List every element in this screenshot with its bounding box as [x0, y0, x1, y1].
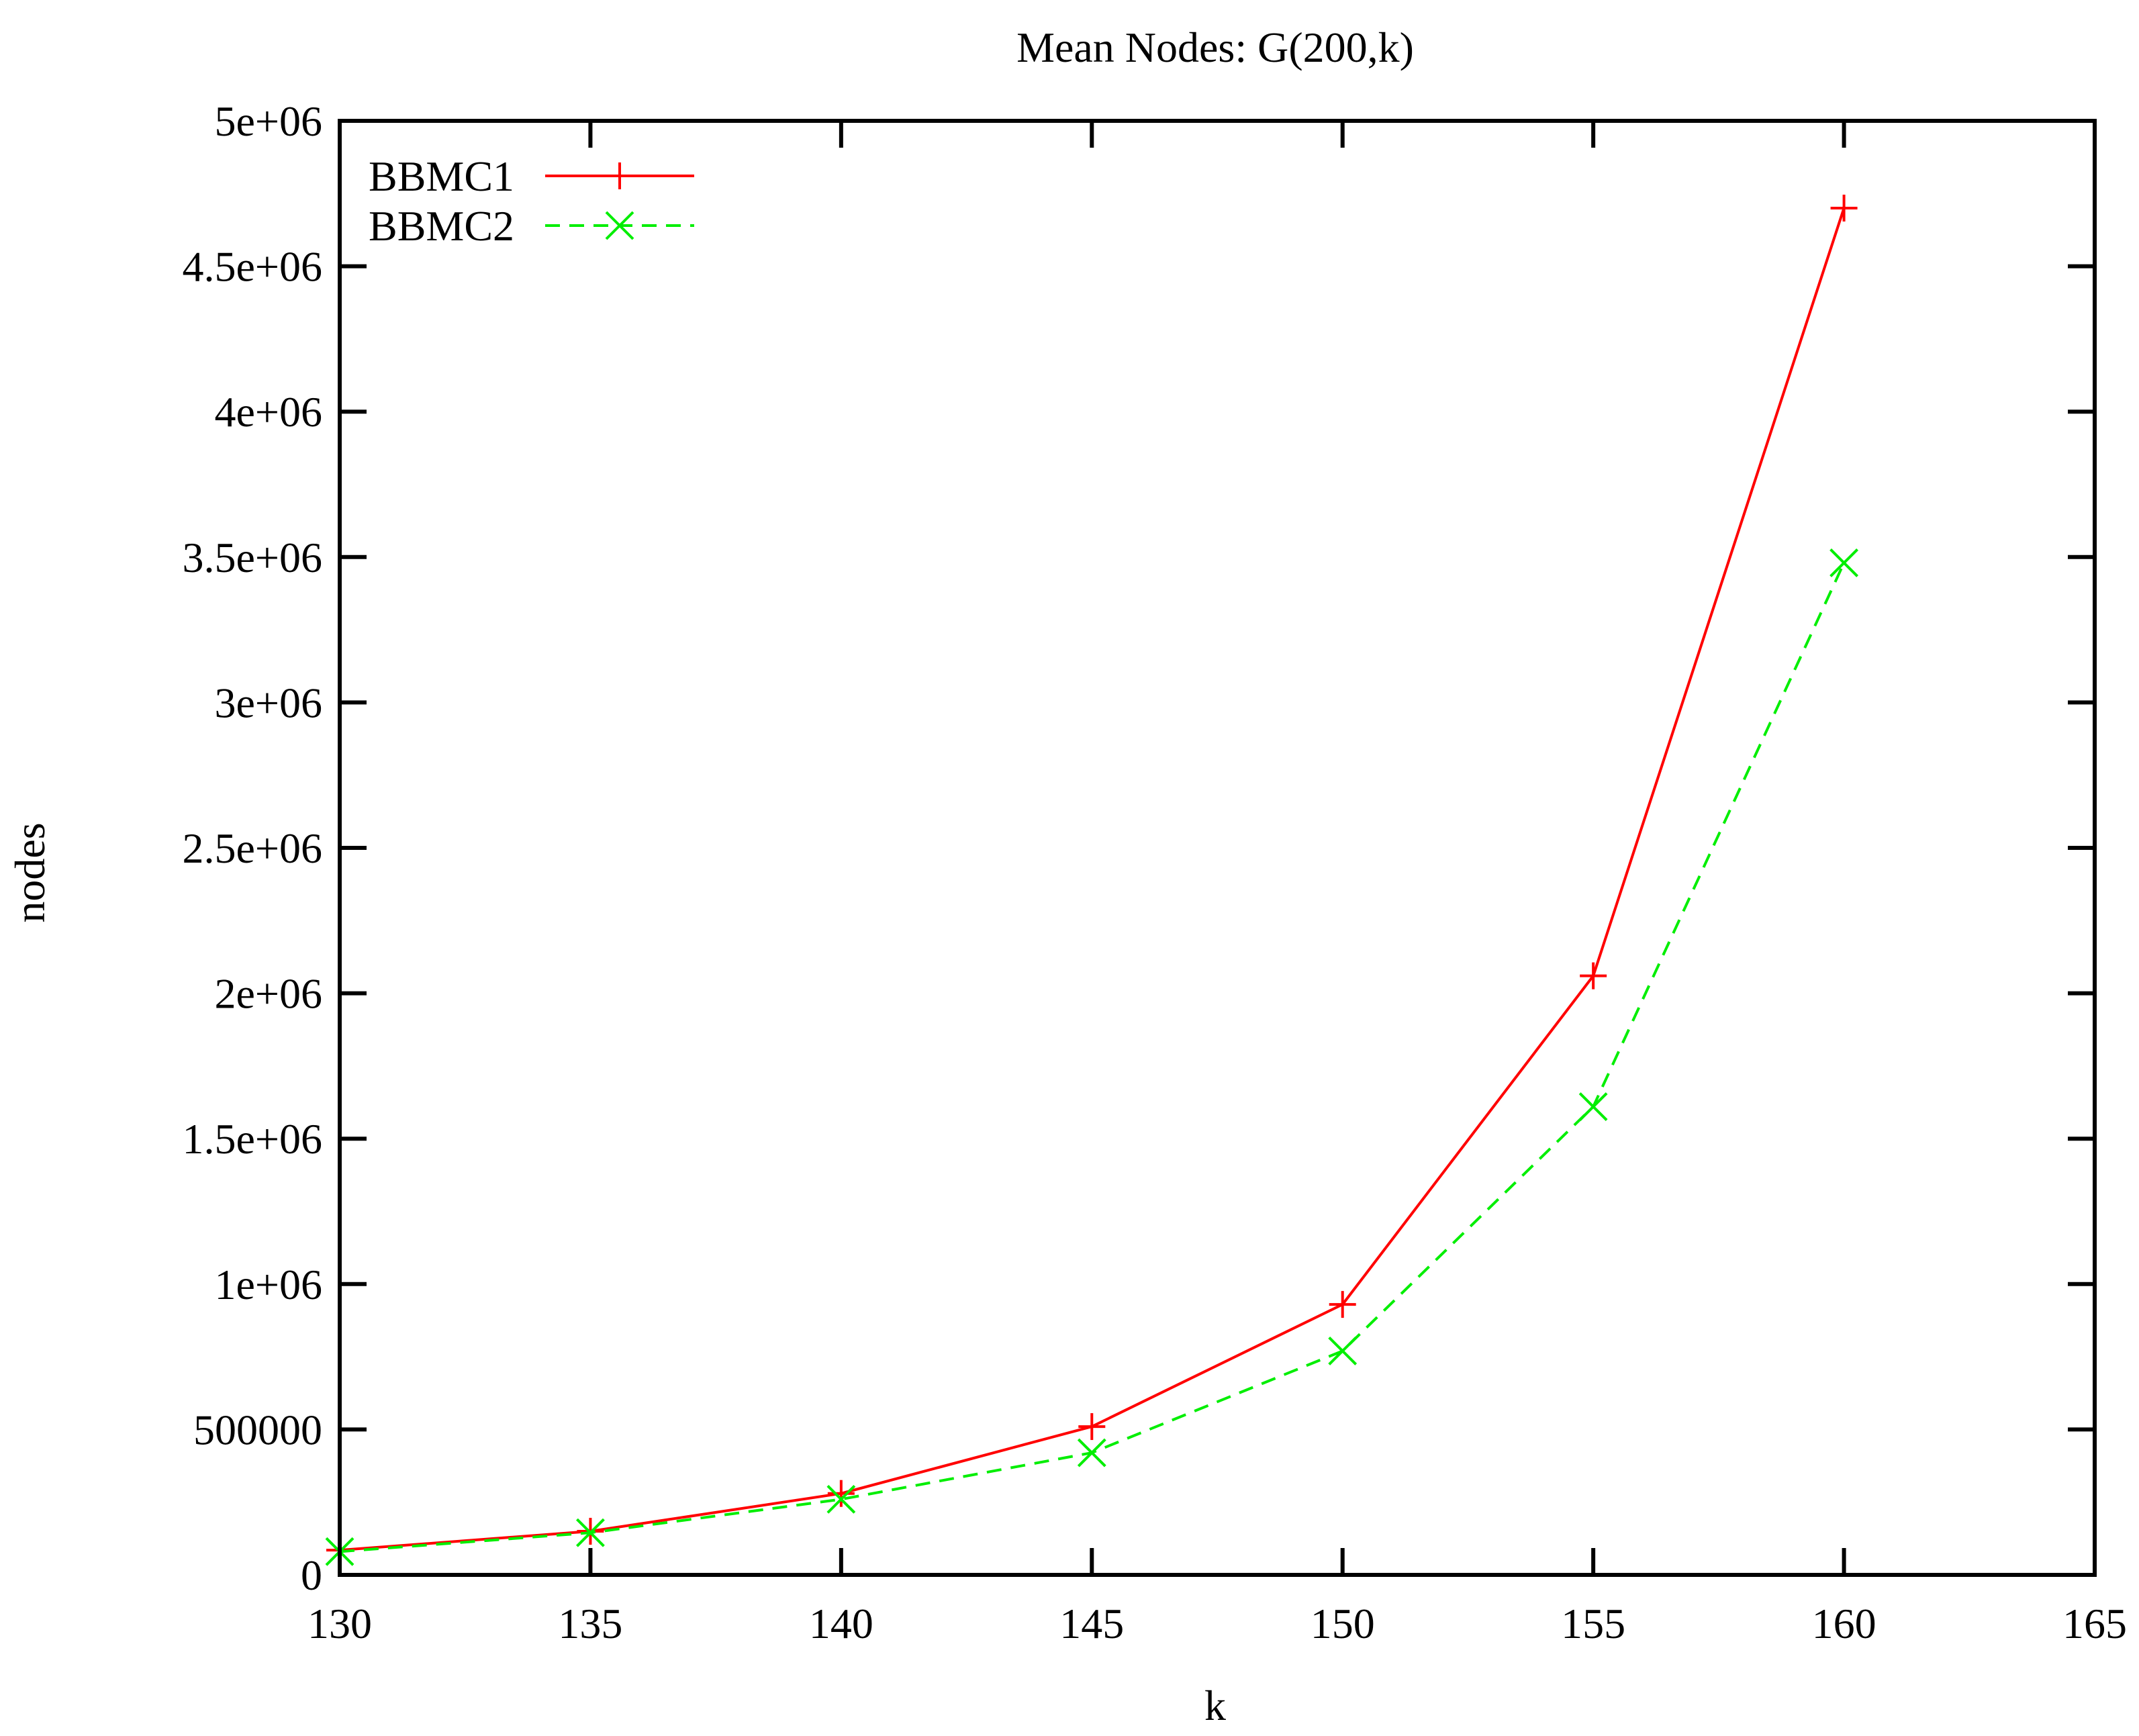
marker-stroke: [1578, 1092, 1608, 1121]
x-tick-label: 155: [1561, 1600, 1625, 1647]
data-point-bbmc1: [827, 1480, 855, 1507]
data-point-bbmc2: [1829, 548, 1858, 577]
legend-swatch-marker: [605, 211, 634, 240]
legend-label: BBMC2: [369, 202, 514, 250]
y-tick-label: 5e+06: [215, 97, 323, 145]
y-tick-label: 0: [301, 1551, 322, 1599]
legend-entry-bbmc2: BBMC2: [369, 202, 694, 250]
marker-stroke: [1328, 1337, 1358, 1365]
marker-stroke: [826, 1484, 856, 1514]
y-tick-label: 3e+06: [215, 679, 323, 726]
data-point-bbmc1: [1580, 962, 1607, 990]
data-point-bbmc2: [1328, 1337, 1358, 1365]
marker-stroke: [1077, 1438, 1106, 1467]
marker-stroke: [576, 1518, 605, 1547]
chart-title: Mean Nodes: G(200,k): [1016, 23, 1414, 71]
marker-stroke: [1829, 548, 1858, 577]
y-tick-label: 1.5e+06: [183, 1115, 323, 1163]
y-tick-label: 4e+06: [215, 388, 323, 436]
y-tick-label: 1e+06: [215, 1261, 323, 1308]
data-point-bbmc2: [1578, 1092, 1608, 1121]
plot-frame: [338, 119, 2097, 1577]
data-point-bbmc1: [1329, 1291, 1356, 1318]
data-point-bbmc2: [576, 1518, 605, 1547]
data-point-bbmc2: [826, 1484, 856, 1514]
axis-ticks: [338, 119, 2097, 1577]
x-tick-label: 140: [809, 1600, 873, 1647]
series-bbmc2: [325, 548, 1858, 1566]
data-point-bbmc1: [1078, 1413, 1106, 1441]
y-tick-label: 2e+06: [215, 970, 323, 1018]
x-tick-label: 165: [2062, 1600, 2127, 1647]
legend-entry-bbmc1: BBMC1: [369, 152, 694, 200]
data-point-bbmc1: [1830, 194, 1858, 222]
x-tick-label: 150: [1311, 1600, 1375, 1647]
x-tick-label: 135: [558, 1600, 622, 1647]
data-point-bbmc2: [1077, 1438, 1106, 1467]
x-tick-label: 145: [1059, 1600, 1124, 1647]
legend-swatch-marker: [606, 162, 633, 189]
marker-stroke: [605, 211, 634, 240]
x-tick-label: 160: [1812, 1600, 1876, 1647]
y-tick-label: 2.5e+06: [183, 824, 323, 872]
y-tick-label: 500000: [193, 1406, 322, 1453]
tick-labels: 130 135 140 145 150 155 160 165 0 500000 1e+06 1.5e…: [183, 97, 2128, 1647]
series-group: [325, 194, 1858, 1566]
x-tick-label: 130: [307, 1600, 372, 1647]
y-tick-label: 4.5e+06: [183, 243, 323, 291]
x-axis-label: k: [1204, 1682, 1226, 1729]
y-tick-label: 3.5e+06: [183, 534, 323, 581]
y-axis-label: nodes: [6, 822, 54, 922]
legend-label: BBMC1: [369, 152, 514, 200]
